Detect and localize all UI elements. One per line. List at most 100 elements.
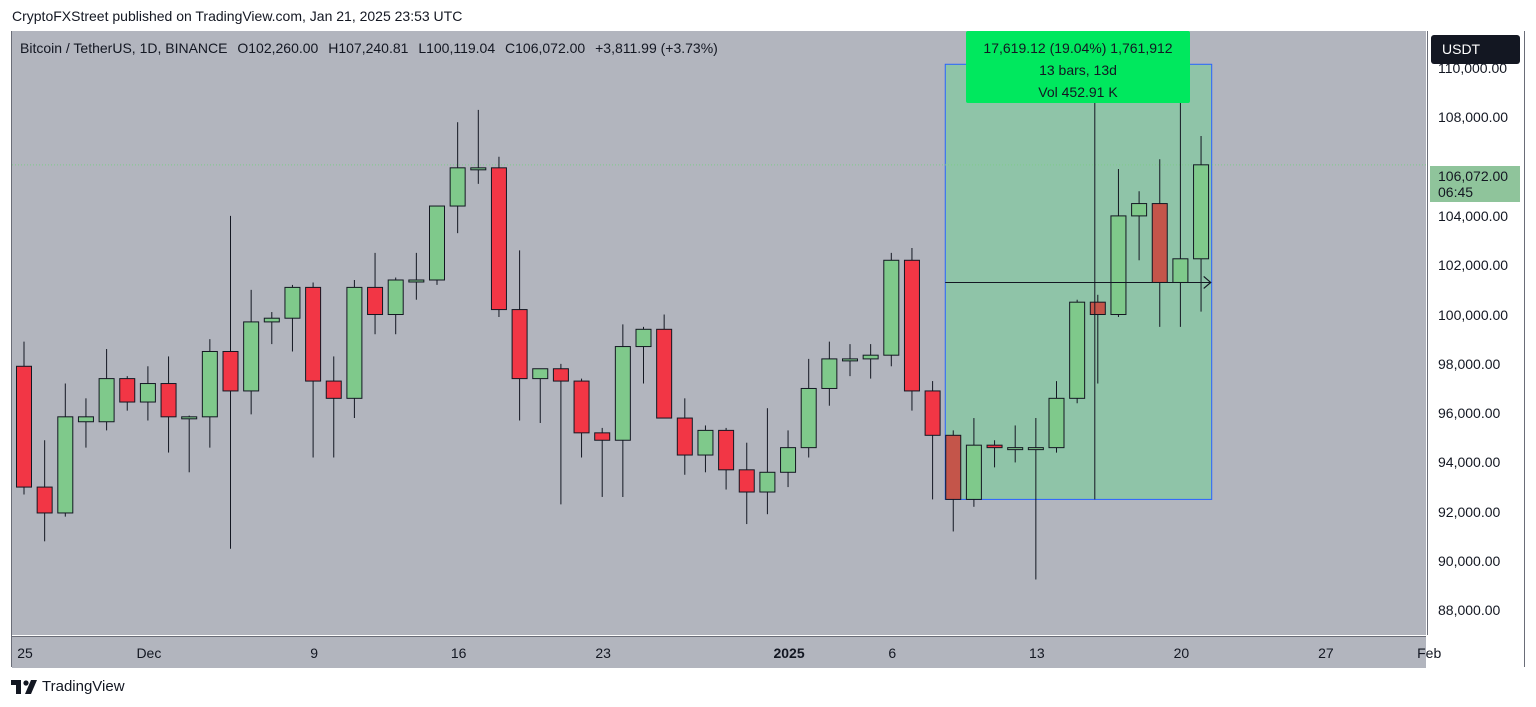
candle-body bbox=[470, 167, 487, 171]
candle-body bbox=[903, 259, 920, 392]
candle-body bbox=[924, 390, 941, 436]
candle-body bbox=[57, 416, 74, 514]
legend-open: O102,260.00 bbox=[237, 40, 319, 56]
tradingview-brand: TradingView bbox=[42, 678, 125, 695]
candle-body bbox=[449, 167, 466, 207]
candle-body bbox=[16, 365, 32, 488]
price-tick-label: 96,000.00 bbox=[1438, 405, 1501, 422]
price-tick-label: 100,000.00 bbox=[1438, 306, 1509, 323]
candle-body bbox=[284, 286, 301, 319]
time-tick-label: 2025 bbox=[773, 645, 805, 661]
candle-body bbox=[139, 383, 156, 403]
last-price-label: 106,072.00 06:45 bbox=[1430, 166, 1520, 202]
candle-body bbox=[429, 205, 445, 281]
candle-body bbox=[181, 416, 198, 420]
candle-body bbox=[1007, 447, 1024, 451]
candle-body bbox=[821, 358, 838, 389]
time-tick-label: 27 bbox=[1318, 645, 1334, 661]
candle-body bbox=[1069, 301, 1086, 399]
candle-body bbox=[532, 368, 549, 380]
candle-body bbox=[656, 328, 673, 419]
candle-body bbox=[965, 444, 982, 500]
price-tick-label: 98,000.00 bbox=[1438, 355, 1501, 372]
measure-tooltip: 17,619.12 (19.04%) 1,761,912 13 bars, 13… bbox=[966, 31, 1190, 103]
candle-body bbox=[511, 309, 528, 380]
candle-body bbox=[1151, 203, 1168, 283]
candle-body bbox=[346, 286, 363, 399]
time-tick-label: 20 bbox=[1173, 645, 1190, 661]
bar-countdown: 06:45 bbox=[1438, 184, 1474, 200]
chart-frame-left bbox=[11, 31, 12, 667]
candle-body bbox=[325, 380, 342, 399]
candle-body bbox=[160, 383, 177, 418]
price-tick-label: 90,000.00 bbox=[1438, 553, 1501, 570]
candle-body bbox=[367, 286, 384, 316]
time-axis[interactable] bbox=[12, 636, 1426, 668]
candle-body bbox=[1131, 203, 1148, 217]
time-tick-label: 23 bbox=[595, 645, 611, 661]
candle-body bbox=[718, 429, 735, 471]
price-tick-label: 92,000.00 bbox=[1438, 503, 1501, 520]
candle-body bbox=[986, 444, 1003, 449]
candle-body bbox=[222, 350, 239, 392]
measure-range-box bbox=[944, 63, 1213, 500]
price-tick-label: 110,000.00 bbox=[1438, 59, 1508, 76]
time-tick-label: Dec bbox=[136, 645, 162, 661]
price-tick-label: 108,000.00 bbox=[1438, 109, 1509, 126]
legend-high: H107,240.81 bbox=[328, 40, 409, 56]
candle-body bbox=[1110, 215, 1127, 316]
tradingview-logo[interactable]: TradingView bbox=[11, 678, 125, 695]
candle-body bbox=[697, 429, 714, 456]
candle-body bbox=[780, 447, 797, 473]
candle-body bbox=[408, 279, 425, 283]
candle-body bbox=[842, 358, 858, 362]
candle-body bbox=[77, 416, 94, 423]
legend-symbol[interactable]: Bitcoin / TetherUS, 1D, BINANCE bbox=[20, 40, 228, 56]
candle-body bbox=[1172, 258, 1189, 283]
price-tick-label: 102,000.00 bbox=[1438, 257, 1509, 274]
candle-body bbox=[738, 469, 755, 493]
measure-change: 17,619.12 (19.04%) 1,761,912 bbox=[983, 40, 1173, 56]
candle-body bbox=[243, 321, 260, 392]
last-price-value: 106,072.00 bbox=[1438, 168, 1509, 184]
candle-body bbox=[800, 387, 817, 449]
candle-body bbox=[263, 317, 280, 323]
legend-low: L100,119.04 bbox=[418, 40, 496, 56]
candle-body bbox=[862, 354, 879, 360]
publish-attribution: CryptoFXStreet published on TradingView.… bbox=[12, 8, 463, 24]
measure-volume: Vol 452.91 K bbox=[1038, 84, 1118, 100]
symbol-legend: Bitcoin / TetherUS, 1D, BINANCE O102,260… bbox=[20, 40, 724, 56]
candle-body bbox=[98, 378, 115, 423]
candle-body bbox=[119, 378, 136, 403]
candle-body bbox=[201, 350, 218, 418]
price-axis[interactable] bbox=[1427, 31, 1525, 635]
candle-body bbox=[1027, 447, 1044, 451]
candle-body bbox=[1048, 397, 1065, 449]
legend-change: +3,811.99 (+3.73%) bbox=[595, 40, 718, 56]
time-tick-label: 6 bbox=[888, 645, 897, 661]
time-tick-label: Feb bbox=[1417, 645, 1442, 661]
candle-body bbox=[305, 286, 322, 382]
measure-bars: 13 bars, 13d bbox=[1039, 62, 1117, 78]
currency-badge[interactable]: USDT bbox=[1431, 35, 1520, 64]
measure-arrow-head bbox=[1203, 276, 1212, 289]
price-tick-label: 94,000.00 bbox=[1438, 454, 1501, 471]
legend-close: C106,072.00 bbox=[505, 40, 586, 56]
candle-body bbox=[573, 380, 590, 434]
time-tick-label: 25 bbox=[17, 645, 33, 661]
time-tick-label: 16 bbox=[450, 645, 467, 661]
candle-body bbox=[552, 368, 569, 382]
candle-body bbox=[676, 417, 693, 456]
candle-body bbox=[1193, 164, 1210, 260]
chart-frame-right bbox=[1524, 31, 1525, 667]
tradingview-logo-icon bbox=[11, 679, 37, 694]
candle-body bbox=[1089, 301, 1106, 316]
candle-body bbox=[614, 346, 631, 441]
candle-body bbox=[594, 432, 611, 441]
time-tick-label: 9 bbox=[310, 645, 318, 661]
candle-body bbox=[387, 279, 404, 316]
price-tick-label: 88,000.00 bbox=[1438, 602, 1501, 619]
candle-body bbox=[635, 328, 652, 348]
time-tick-label: 13 bbox=[1029, 645, 1045, 661]
